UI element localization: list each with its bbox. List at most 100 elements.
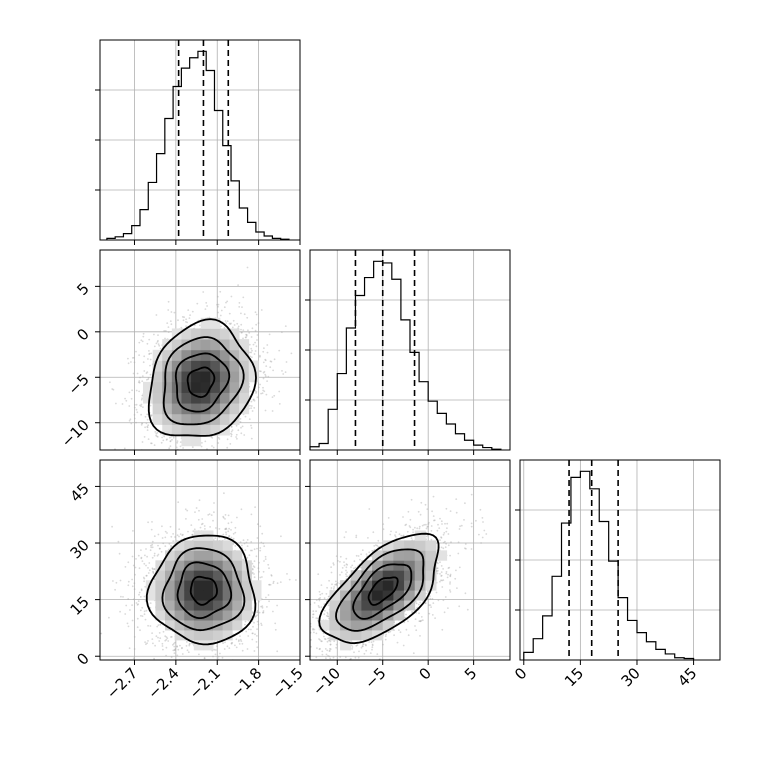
y-tick-label: −10 <box>58 416 93 451</box>
scatter-point <box>236 322 239 325</box>
scatter-point <box>166 438 168 441</box>
scatter-point <box>226 300 229 303</box>
scatter-point <box>141 560 144 562</box>
scatter-point <box>138 381 141 384</box>
scatter-point <box>119 579 122 582</box>
scatter-point <box>123 447 126 450</box>
scatter-point <box>179 533 182 535</box>
scatter-point <box>158 547 161 550</box>
scatter-point <box>182 319 185 322</box>
scatter-point <box>128 647 131 650</box>
scatter-point <box>166 322 169 324</box>
scatter-point <box>268 333 271 336</box>
scatter-point <box>284 371 287 373</box>
scatter-point <box>198 509 200 512</box>
scatter-point <box>157 339 159 342</box>
scatter-point <box>140 398 143 401</box>
scatter-point <box>185 321 187 323</box>
scatter-point <box>136 604 139 606</box>
scatter-point <box>177 457 179 459</box>
scatter-point <box>159 623 162 626</box>
scatter-point <box>170 311 173 313</box>
scatter-point <box>133 414 136 416</box>
scatter-point <box>100 632 103 635</box>
scatter-point <box>179 667 181 669</box>
scatter-point <box>240 312 242 315</box>
scatter-point <box>244 549 247 551</box>
scatter-point <box>193 528 196 531</box>
scatter-point <box>169 445 172 448</box>
scatter-point <box>221 672 223 674</box>
scatter-point <box>158 458 160 460</box>
scatter-point <box>155 432 158 435</box>
scatter-point <box>172 649 175 652</box>
scatter-point <box>140 413 143 416</box>
contour-line <box>186 366 216 399</box>
scatter-point <box>156 341 159 343</box>
density-cell <box>210 381 221 393</box>
scatter-point <box>230 430 233 433</box>
scatter-point <box>176 440 179 442</box>
density-cell <box>210 317 221 329</box>
scatter-point <box>135 389 138 392</box>
scatter-point <box>191 446 194 449</box>
scatter-point <box>262 570 265 573</box>
scatter-point <box>173 652 176 654</box>
scatter-point <box>212 655 214 658</box>
scatter-point <box>225 322 228 324</box>
scatter-point <box>232 532 235 535</box>
scatter-point <box>112 388 115 391</box>
scatter-point <box>257 322 260 324</box>
scatter-point <box>250 628 252 631</box>
scatter-point <box>207 514 210 516</box>
scatter-point <box>239 635 241 637</box>
scatter-point <box>234 545 237 547</box>
scatter-point <box>256 611 259 614</box>
scatter-point <box>259 576 262 579</box>
scatter-point <box>163 435 166 438</box>
scatter-point <box>143 613 146 616</box>
density-cell <box>171 371 182 383</box>
density-cell <box>229 349 240 361</box>
scatter-point <box>132 657 135 660</box>
scatter-point <box>232 319 235 322</box>
contour-line <box>147 318 257 437</box>
scatter-point <box>247 329 249 332</box>
scatter-point <box>196 452 198 454</box>
scatter-point <box>284 325 287 327</box>
scatter-point <box>196 672 198 674</box>
scatter-point <box>181 534 184 537</box>
scatter-point <box>142 576 145 579</box>
scatter-point <box>254 311 257 314</box>
scatter-point <box>205 302 208 304</box>
scatter-point <box>174 648 177 650</box>
density-cell <box>219 413 230 425</box>
scatter-point <box>231 429 234 431</box>
density-cell <box>210 392 221 404</box>
scatter-point <box>230 536 233 539</box>
scatter-point <box>261 392 264 395</box>
scatter-point <box>135 408 138 411</box>
scatter-point <box>281 331 283 334</box>
scatter-point <box>150 415 153 417</box>
scatter-point <box>132 530 134 532</box>
scatter-point <box>182 463 184 465</box>
scatter-point <box>158 632 161 634</box>
scatter-point <box>127 561 130 564</box>
density-cell <box>152 392 163 404</box>
density-cell <box>229 381 240 393</box>
scatter-point <box>155 635 158 638</box>
scatter-point <box>267 563 270 566</box>
scatter-point <box>168 436 171 439</box>
scatter-point <box>143 580 146 583</box>
scatter-point <box>146 429 149 431</box>
density-cell <box>181 328 192 340</box>
scatter-point <box>146 371 149 373</box>
density-cell <box>210 403 221 415</box>
scatter-point <box>159 547 161 550</box>
scatter-point <box>212 519 214 522</box>
scatter-point <box>160 550 163 553</box>
scatter-point <box>133 356 135 359</box>
scatter-point <box>166 468 168 470</box>
